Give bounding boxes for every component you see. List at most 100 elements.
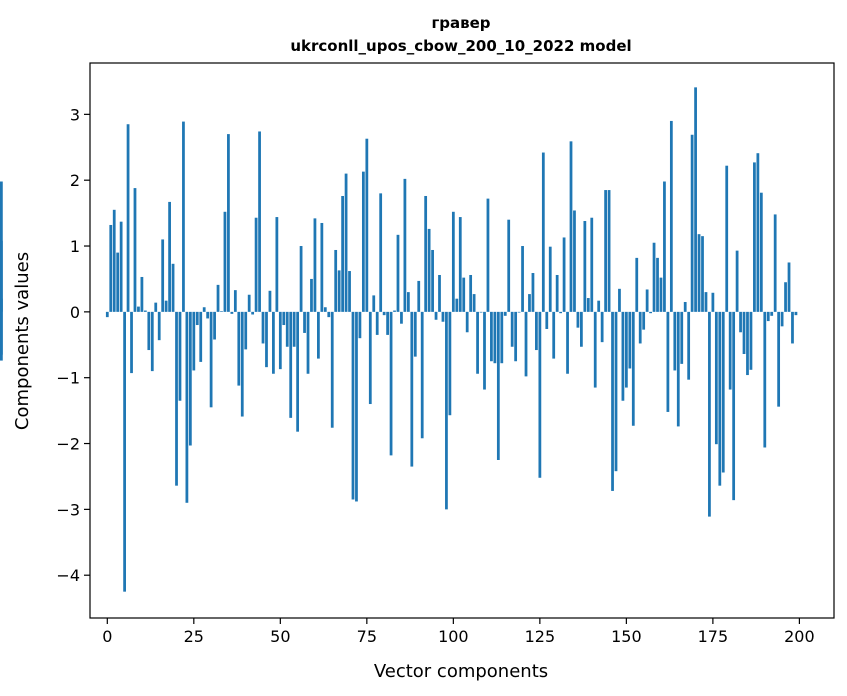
bar-component-143 xyxy=(600,311,604,343)
bar-component-98 xyxy=(445,311,448,510)
bar-component-167 xyxy=(683,301,687,312)
bar-component-59 xyxy=(310,278,313,312)
bar-component-183 xyxy=(739,311,742,333)
bar-component-32 xyxy=(216,284,220,312)
bar-component-121 xyxy=(524,311,528,377)
bar-component-44 xyxy=(258,131,261,312)
bar-component-41 xyxy=(247,294,251,312)
bar-component-13 xyxy=(150,311,154,372)
bar-component-146 xyxy=(611,311,614,491)
y-tick-label: −3 xyxy=(56,500,80,519)
bar-component-155 xyxy=(642,311,646,330)
bar-component-195 xyxy=(780,311,784,327)
bar-component-49 xyxy=(275,217,279,312)
x-tick-label: 75 xyxy=(357,627,377,646)
bar-component-64 xyxy=(327,311,331,318)
bar-component-123 xyxy=(531,273,535,312)
bar-component-26 xyxy=(195,311,199,326)
bar-component-43 xyxy=(254,217,258,312)
bar-component-23 xyxy=(185,311,189,503)
bar-component-9 xyxy=(137,306,140,312)
bar-component-52 xyxy=(285,311,289,347)
bar-component-176 xyxy=(714,311,718,445)
bar-component-16 xyxy=(161,239,165,312)
bar-component-48 xyxy=(272,311,275,374)
bar-component-118 xyxy=(514,311,518,362)
bar-component-70 xyxy=(348,271,351,312)
bar-component-68 xyxy=(341,195,344,312)
bar-component-24 xyxy=(188,311,192,446)
bar-component-165 xyxy=(676,311,680,427)
x-tick-label: 50 xyxy=(270,627,290,646)
bar-component-114 xyxy=(500,311,504,364)
y-axis-label: Components values xyxy=(12,252,33,430)
bar-component-31 xyxy=(213,311,216,340)
bar-component-55 xyxy=(296,311,300,432)
bar-component-148 xyxy=(618,288,621,312)
bar-component-122 xyxy=(528,294,531,312)
bar-component-194 xyxy=(777,311,781,407)
bar-component-138 xyxy=(583,221,587,312)
bar-component-21 xyxy=(178,311,182,401)
bar-component-28 xyxy=(202,307,206,312)
bar-component-25 xyxy=(192,311,196,371)
x-axis-label: Vector components xyxy=(374,661,548,682)
bar-component-40 xyxy=(244,311,248,350)
bar-component-20 xyxy=(175,311,178,486)
bar-component-187 xyxy=(753,162,756,312)
bar-component-90 xyxy=(417,280,421,312)
bar-component-190 xyxy=(763,311,767,448)
bar-component-168 xyxy=(687,311,691,380)
y-tick-label: −1 xyxy=(56,369,80,388)
bar-component-54 xyxy=(292,311,296,347)
bar-component-99 xyxy=(448,311,452,416)
bar-component-97 xyxy=(441,311,445,322)
bar-component-161 xyxy=(663,181,666,312)
bar-component-89 xyxy=(413,311,417,357)
bar-component-120 xyxy=(521,246,524,312)
bar-component-0 xyxy=(105,311,109,318)
bar-component-115 xyxy=(503,311,507,316)
bar-component-164 xyxy=(673,311,677,371)
bar-component-60 xyxy=(313,218,317,312)
x-tick-label: 100 xyxy=(438,627,469,646)
chart-title-line-1: гравер xyxy=(431,14,490,32)
bar-component-37 xyxy=(233,290,237,312)
bar-component-136 xyxy=(576,311,580,328)
bar-component-128 xyxy=(548,246,552,312)
bar-component-69 xyxy=(344,173,348,312)
x-tick-label: 0 xyxy=(102,627,112,646)
bar-component-106 xyxy=(472,294,476,312)
bar-component-116 xyxy=(507,219,511,312)
bar-component-162 xyxy=(666,311,670,412)
bar-component-22 xyxy=(182,121,185,312)
bar-component-119 xyxy=(517,311,521,313)
bar-component-85 xyxy=(400,311,403,324)
bar-component-100 xyxy=(451,211,455,312)
bar-component-197 xyxy=(787,262,791,312)
bar-component-154 xyxy=(638,311,642,344)
bar-component-158 xyxy=(652,242,656,312)
bar-component-147 xyxy=(614,311,618,472)
bar-component-139 xyxy=(586,298,590,312)
bar-component-184 xyxy=(742,311,746,354)
bar-component-130 xyxy=(555,274,559,312)
bar-component-156 xyxy=(645,289,649,312)
y-tick-label: −4 xyxy=(56,566,80,585)
bar-component-166 xyxy=(680,311,684,364)
bar-component-173 xyxy=(704,292,708,312)
bar-component-117 xyxy=(510,311,514,347)
bar-component-33 xyxy=(220,311,223,312)
y-tick-label: 3 xyxy=(70,105,80,124)
bar-component-66 xyxy=(334,249,338,312)
bar-component-94 xyxy=(431,249,434,312)
bar-component-75 xyxy=(365,138,369,312)
bar-component-169 xyxy=(690,134,694,312)
bar-component-126 xyxy=(541,152,545,312)
chart-title-line-2: ukrconll_upos_cbow_200_10_2022 model xyxy=(290,37,631,55)
bar-component-104 xyxy=(465,311,469,333)
bar-component-4 xyxy=(119,221,123,312)
bar-component-199 xyxy=(794,311,798,316)
bar-component-42 xyxy=(251,311,255,315)
